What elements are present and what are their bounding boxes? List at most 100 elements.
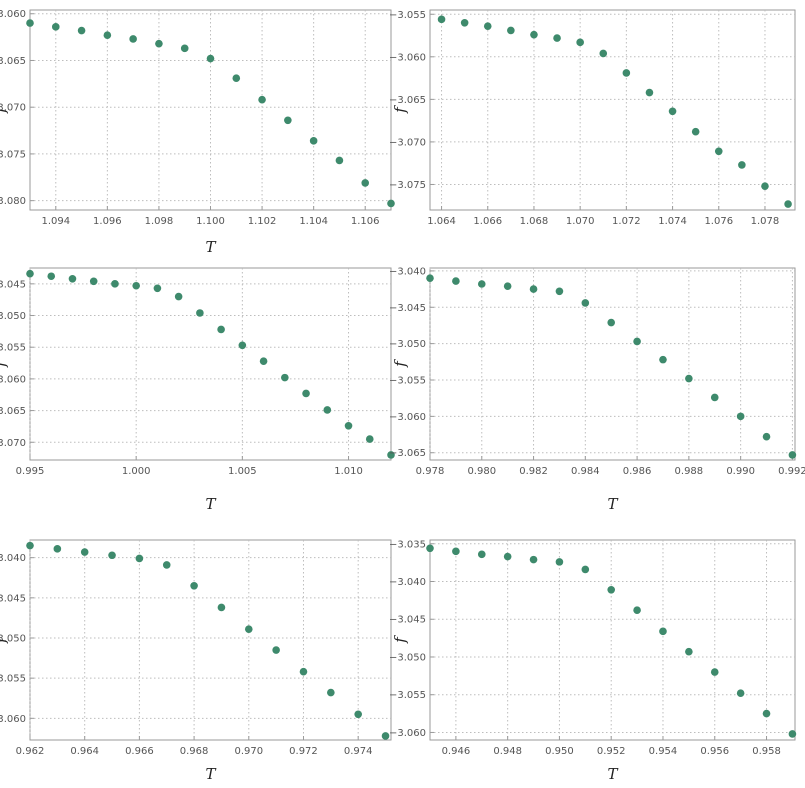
data-point (387, 199, 395, 208)
data-point (135, 554, 144, 563)
x-tick-label: 1.010 (334, 466, 363, 477)
data-point (784, 200, 792, 208)
data-point (132, 281, 140, 290)
y-tick-label: −3.075 (0, 149, 26, 160)
data-point (323, 406, 332, 414)
data-point (503, 282, 512, 290)
x-tick-label: 0.978 (416, 466, 445, 477)
data-point (710, 393, 719, 402)
data-point (691, 127, 700, 136)
x-tick-label: 0.982 (519, 466, 548, 477)
chart-panel-5: 0.962 0.964 0.966 0.968 0.970 0.972 0.974 −3.04… (0, 539, 392, 783)
x-tick-label: 1.074 (658, 216, 687, 227)
x-tick-label: 1.066 (473, 216, 502, 227)
data-point (607, 586, 616, 594)
y-tick-label: −3.065 (389, 448, 426, 459)
plot-frame (29, 539, 392, 741)
data-point (387, 451, 395, 459)
data-point (553, 34, 561, 42)
y-axis-label: f (0, 105, 9, 114)
y-tick-label: −3.035 (389, 539, 426, 550)
data-point (607, 318, 616, 327)
data-point (344, 421, 353, 430)
plot-frame (29, 267, 392, 461)
data-point (174, 292, 183, 301)
data-point (633, 606, 641, 614)
x-tick-label: 0.972 (289, 746, 318, 757)
x-tick-label: 0.968 (180, 746, 209, 757)
chart-panel-3: 0.995 1.000 1.005 1.010 −3.045 −3.050 −3.055 −3… (0, 267, 395, 513)
y-tick-label: −3.055 (389, 376, 426, 387)
y-tick-label: −3.065 (0, 56, 26, 67)
chart-panel-2: 1.064 1.066 1.068 1.070 1.072 1.074 1.076 1.078… (389, 9, 796, 227)
y-tick-label: −3.060 (389, 728, 426, 739)
data-point (503, 552, 512, 561)
data-point (327, 688, 335, 697)
data-point (89, 277, 98, 286)
x-axis-label: T (205, 238, 216, 256)
data-point (244, 625, 253, 633)
data-point (555, 558, 564, 566)
x-tick-label: 0.956 (700, 746, 729, 757)
data-point (381, 732, 390, 740)
y-axis-label: f (391, 105, 409, 114)
x-tick-label: 0.980 (467, 466, 496, 477)
data-point (529, 285, 538, 293)
data-point (155, 39, 163, 48)
x-tick-label: 1.100 (196, 216, 225, 227)
y-axis-label: f (0, 635, 9, 644)
y-tick-label: −3.050 (389, 652, 426, 663)
data-point (80, 548, 89, 556)
chart-panel-1: 1.094 1.096 1.098 1.100 1.102 1.104 1.106 −3.06… (0, 9, 395, 256)
data-point (633, 337, 641, 346)
x-tick-label: 1.106 (351, 216, 380, 227)
x-tick-label: 1.070 (566, 216, 595, 227)
data-point (659, 355, 667, 364)
data-point (51, 23, 60, 31)
data-point (477, 280, 486, 288)
y-tick-label: −3.040 (389, 577, 426, 588)
x-tick-label: 0.958 (752, 746, 781, 757)
data-point (452, 547, 460, 556)
data-point (710, 668, 719, 676)
y-axis-label: f (391, 359, 409, 368)
y-tick-label: −3.060 (389, 412, 426, 423)
x-tick-label: 0.974 (344, 746, 373, 757)
x-tick-label: 0.992 (778, 466, 805, 477)
data-point (437, 15, 446, 24)
data-point (507, 26, 515, 35)
y-tick-label: −3.060 (389, 52, 426, 63)
data-point (238, 341, 247, 350)
y-tick-label: −3.055 (389, 690, 426, 701)
x-tick-label: 1.098 (145, 216, 174, 227)
x-tick-label: 1.072 (612, 216, 641, 227)
data-point (26, 269, 34, 278)
y-tick-label: −3.070 (0, 438, 26, 449)
x-tick-label: 0.952 (597, 746, 626, 757)
y-tick-label: −3.055 (0, 343, 26, 354)
data-point (426, 274, 434, 282)
data-point (736, 412, 745, 421)
x-tick-label: 1.000 (122, 466, 151, 477)
x-tick-label: 1.096 (93, 216, 122, 227)
data-point (206, 54, 215, 63)
data-point (309, 137, 318, 145)
data-point (555, 287, 564, 296)
y-tick-label: −3.050 (0, 633, 26, 644)
data-point (738, 161, 746, 169)
data-point (529, 555, 538, 564)
data-point (259, 357, 268, 365)
data-point (217, 603, 226, 612)
data-point (685, 647, 693, 656)
data-point (460, 18, 469, 27)
data-point (232, 74, 241, 83)
data-point (788, 451, 797, 459)
data-point (111, 280, 119, 288)
data-point (190, 581, 198, 590)
data-point (714, 147, 723, 156)
data-point (217, 325, 225, 334)
data-point (361, 179, 370, 187)
x-tick-label: 0.950 (545, 746, 574, 757)
data-point (762, 709, 771, 718)
x-axis-label: T (607, 765, 618, 783)
